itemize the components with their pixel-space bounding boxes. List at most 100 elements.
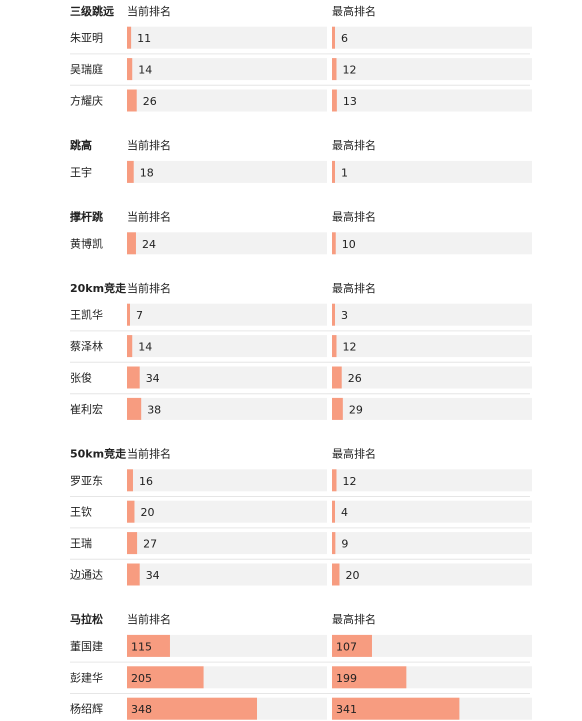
bar [127, 26, 132, 49]
bar-value-label: 12 [342, 64, 356, 77]
bar [332, 666, 407, 689]
bar-value-label: 199 [336, 672, 357, 685]
athlete-name: 张俊 [70, 371, 92, 385]
column-header: 最高排名 [332, 281, 376, 295]
bar [332, 397, 343, 420]
bar-track [127, 469, 327, 492]
athlete-name: 杨绍辉 [70, 702, 103, 716]
column-header: 当前排名 [127, 612, 171, 626]
bar [127, 397, 142, 420]
bar-value-label: 6 [341, 32, 348, 45]
column-header: 最高排名 [332, 138, 376, 152]
bar [332, 469, 337, 492]
bar-value-label: 27 [143, 538, 157, 551]
bar-value-label: 26 [143, 95, 157, 108]
athlete-name: 黄博凯 [70, 236, 103, 250]
bar-track [127, 500, 327, 523]
bar-value-label: 14 [138, 341, 152, 354]
bar [332, 563, 340, 586]
bar-value-label: 7 [136, 309, 143, 322]
bar-track [332, 26, 532, 49]
bar-value-label: 20 [140, 506, 154, 519]
bar-value-label: 348 [131, 703, 152, 716]
bar-value-label: 26 [348, 372, 362, 385]
bar [332, 232, 336, 255]
bar [127, 469, 133, 492]
bar-value-label: 3 [341, 309, 348, 322]
bar-value-label: 18 [140, 166, 154, 179]
bar-track [127, 89, 327, 112]
column-header: 当前排名 [127, 210, 171, 224]
column-header: 最高排名 [332, 447, 376, 461]
bar [127, 303, 130, 326]
athlete-name: 方耀庆 [70, 94, 103, 108]
group-title: 跳高 [70, 138, 92, 152]
bar-track [127, 160, 327, 183]
bar-value-label: 13 [343, 95, 357, 108]
bar [332, 58, 337, 81]
athlete-name: 王凯华 [70, 308, 103, 322]
bar [332, 500, 335, 523]
athlete-name: 王瑞 [70, 536, 92, 550]
athlete-name: 董国建 [70, 639, 103, 653]
bar-value-label: 10 [342, 238, 356, 251]
bar [127, 666, 204, 689]
athlete-name: 崔利宏 [70, 402, 103, 416]
bar-value-label: 11 [137, 32, 151, 45]
bar-track [332, 335, 532, 358]
bar-value-label: 1 [341, 166, 348, 179]
group-title: 50km竞走 [70, 447, 126, 461]
athlete-name: 吴瑞庭 [70, 62, 103, 76]
bar [127, 500, 135, 523]
bar [332, 634, 372, 657]
bar-value-label: 12 [342, 341, 356, 354]
bar [332, 303, 335, 326]
bar [127, 89, 137, 112]
bar-value-label: 14 [138, 64, 152, 77]
group-title: 撑杆跳 [70, 210, 103, 224]
bar-track [332, 469, 532, 492]
bar [332, 697, 460, 720]
bar-track [127, 303, 327, 326]
bar-value-label: 12 [342, 475, 356, 488]
bar-track [127, 634, 327, 657]
bar-track [332, 366, 532, 389]
bar [332, 160, 335, 183]
column-header: 当前排名 [127, 281, 171, 295]
bar [127, 634, 170, 657]
bar-track [127, 366, 327, 389]
bar-value-label: 205 [131, 672, 152, 685]
bar-value-label: 20 [345, 569, 359, 582]
bar [332, 26, 335, 49]
bar [127, 160, 134, 183]
bar-track [332, 500, 532, 523]
bar-value-label: 34 [146, 372, 160, 385]
group-title: 马拉松 [70, 612, 103, 626]
bar [127, 58, 133, 81]
bar [332, 89, 337, 112]
bar-track [332, 563, 532, 586]
bar-track [127, 397, 327, 420]
bar [127, 335, 133, 358]
column-header: 最高排名 [332, 210, 376, 224]
bar-track [332, 532, 532, 555]
bar-value-label: 24 [142, 238, 156, 251]
column-header: 当前排名 [127, 138, 171, 152]
column-header: 当前排名 [127, 4, 171, 18]
bar-value-label: 38 [147, 403, 161, 416]
bar-track [332, 634, 532, 657]
bar-track [127, 532, 327, 555]
bar [332, 335, 337, 358]
column-header: 最高排名 [332, 612, 376, 626]
bar-track [127, 232, 327, 255]
group-title: 三级跳远 [70, 4, 114, 18]
bar-value-label: 9 [341, 538, 348, 551]
bar-value-label: 107 [336, 640, 357, 653]
athlete-name: 朱亚明 [70, 32, 103, 45]
bar-value-label: 4 [341, 506, 348, 519]
bar-track [332, 58, 532, 81]
column-header: 当前排名 [127, 447, 171, 461]
bar [332, 532, 336, 555]
bar [127, 366, 140, 389]
